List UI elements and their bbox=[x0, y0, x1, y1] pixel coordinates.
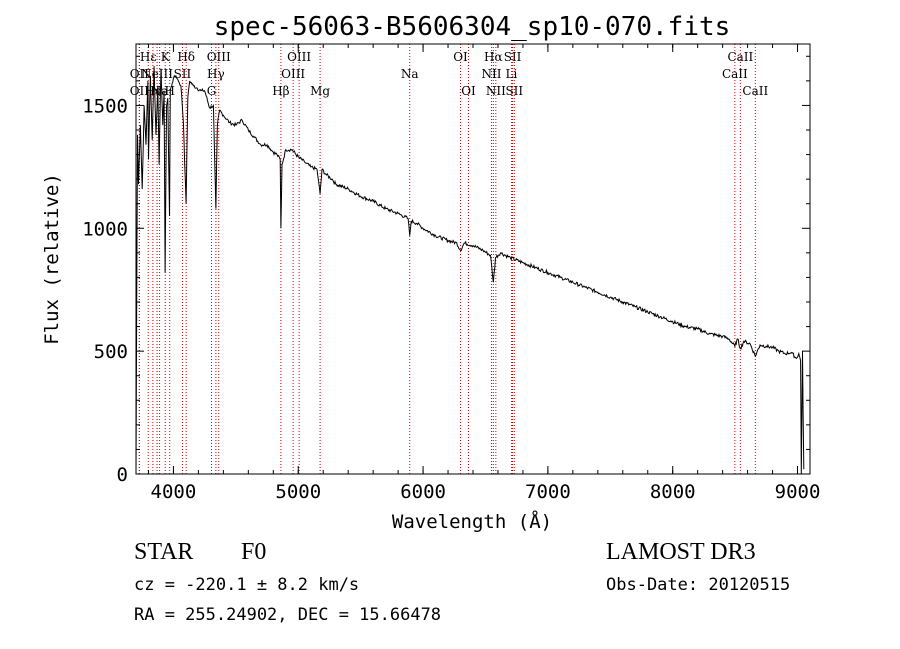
survey-name: LAMOST DR3 bbox=[606, 539, 756, 565]
line-marker-label: SII bbox=[504, 50, 522, 64]
line-marker-label: OI bbox=[461, 84, 476, 98]
chart-title: spec-56063-B5606304_sp10-070.fits bbox=[214, 12, 731, 42]
line-marker-label: SII bbox=[505, 84, 523, 98]
plot-frame bbox=[135, 43, 811, 475]
y-tick-label: 500 bbox=[94, 341, 128, 363]
line-marker-label: CaII bbox=[722, 67, 748, 81]
line-marker-label: CaII bbox=[727, 50, 753, 64]
x-axis-ticks: 4000 5000 6000 7000 8000 9000 bbox=[147, 44, 821, 503]
line-marker-label: Hδ bbox=[177, 50, 195, 64]
line-marker-label: OIII bbox=[281, 67, 305, 81]
line-marker-label: CaII bbox=[742, 84, 768, 98]
line-marker-label: NII bbox=[481, 67, 501, 81]
line-marker-label: K bbox=[161, 50, 171, 64]
y-tick-label: 1500 bbox=[82, 95, 128, 117]
line-marker-label: H bbox=[164, 84, 174, 98]
coordinates: RA = 255.24902, DEC = 15.66478 bbox=[134, 605, 441, 625]
object-subclass: F0 bbox=[241, 539, 266, 565]
x-tick-label: 6000 bbox=[400, 481, 446, 503]
line-marker-label: Li bbox=[506, 67, 518, 81]
x-axis-label: Wavelength (Å) bbox=[392, 510, 552, 533]
y-axis-ticks: 0 500 1000 1500 bbox=[82, 55, 810, 486]
line-marker-label: OIII bbox=[287, 50, 311, 64]
x-tick-label: 8000 bbox=[650, 481, 696, 503]
line-marker-label: OII bbox=[130, 67, 150, 81]
y-axis-label: Flux (relative) bbox=[41, 173, 63, 345]
line-marker-label: SII bbox=[174, 67, 192, 81]
line-marker-label: OIII bbox=[207, 50, 231, 64]
line-marker-label: Hε bbox=[140, 50, 157, 64]
x-tick-label: 7000 bbox=[525, 481, 571, 503]
line-marker-label: NII bbox=[486, 84, 506, 98]
line-marker-label: Hβ bbox=[272, 84, 289, 98]
line-marker-label: NeIII bbox=[141, 67, 173, 81]
x-tick-label: 9000 bbox=[775, 481, 821, 503]
obs-date: Obs-Date: 20120515 bbox=[606, 575, 790, 595]
line-marker-label: OII bbox=[130, 84, 150, 98]
y-tick-label: 0 bbox=[117, 464, 128, 486]
line-marker-labels: OIIHεOIIHεNeIIIKNaHSIIHδGOIIIHγHβOIIIOII… bbox=[130, 50, 769, 98]
line-marker-label: Mg bbox=[310, 84, 330, 98]
line-marker-label: Na bbox=[401, 67, 419, 81]
x-tick-label: 5000 bbox=[275, 481, 321, 503]
line-marker-label: G bbox=[207, 84, 217, 98]
y-tick-label: 1000 bbox=[82, 218, 128, 240]
object-class: STAR bbox=[134, 539, 193, 565]
redshift-cz: cz = -220.1 ± 8.2 km/s bbox=[134, 575, 359, 595]
spectrum-line bbox=[135, 66, 805, 475]
line-markers bbox=[138, 44, 756, 474]
line-marker-label: OI bbox=[453, 50, 468, 64]
line-marker-label: Hα bbox=[484, 50, 503, 64]
x-tick-label: 4000 bbox=[151, 481, 197, 503]
line-marker-label: Hγ bbox=[207, 67, 225, 81]
